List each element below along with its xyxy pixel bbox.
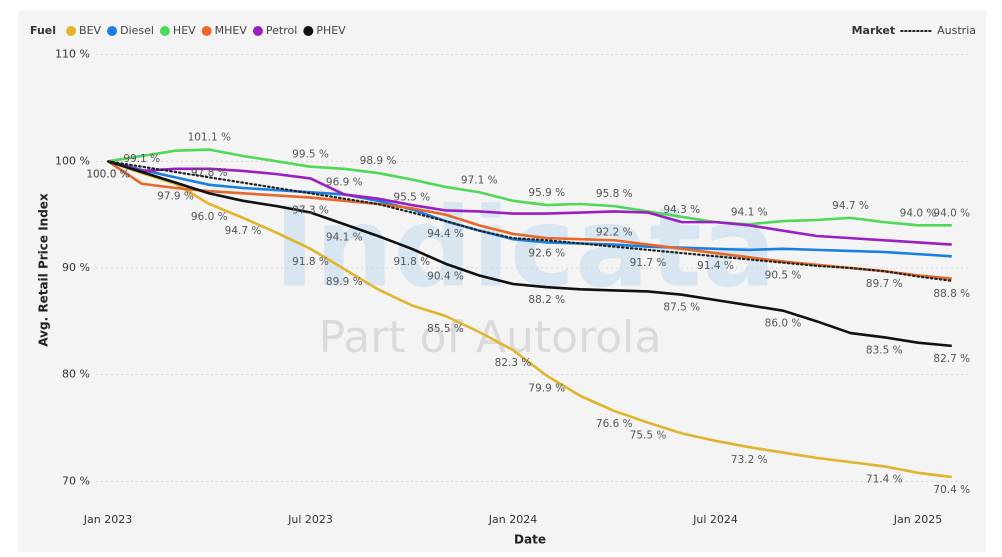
series-line <box>107 160 952 258</box>
legend-label: Diesel <box>120 24 154 37</box>
data-label: 100.0 % <box>86 168 129 180</box>
y-tick-label: 100 % <box>55 154 90 167</box>
series-line <box>107 148 952 227</box>
data-label: 91.8 % <box>393 256 430 268</box>
data-label: 94.3 % <box>663 204 700 216</box>
data-label: 94.7 % <box>832 200 869 212</box>
data-label: 90.5 % <box>765 270 802 282</box>
data-label: 94.0 % <box>933 207 970 219</box>
series-line <box>106 160 953 282</box>
data-label: 94.1 % <box>731 206 768 218</box>
data-label: 96.0 % <box>191 211 228 223</box>
data-label: 97.9 % <box>157 191 194 203</box>
legend-label: PHEV <box>316 24 346 37</box>
legend-title: Fuel <box>30 24 56 37</box>
legend-label: Austria <box>937 24 976 37</box>
x-tick-label: Jul 2024 <box>692 513 738 526</box>
x-tick-label: Jan 2024 <box>488 513 537 526</box>
series-line <box>107 160 952 479</box>
data-label: 97.3 % <box>292 205 329 217</box>
data-label: 71.4 % <box>866 473 903 485</box>
data-label: 95.9 % <box>528 187 565 199</box>
data-label: 83.5 % <box>866 344 903 356</box>
data-label: 99.5 % <box>292 149 329 161</box>
data-label: 100.0 % <box>86 168 129 180</box>
y-tick-label: 110 % <box>55 48 90 61</box>
x-tick-label: Jan 2023 <box>83 513 132 526</box>
data-label: 88.8 % <box>933 288 970 300</box>
y-tick-label: 90 % <box>62 261 90 274</box>
legend-label: Petrol <box>266 24 297 37</box>
data-label: 91.8 % <box>292 256 329 268</box>
legend-swatch <box>66 26 77 36</box>
data-label: 86.0 % <box>765 318 802 330</box>
legend-swatch <box>303 26 314 36</box>
market-title: Market <box>852 24 896 37</box>
data-label: 79.9 % <box>528 383 565 395</box>
series-line <box>107 160 952 348</box>
data-label: 94.4 % <box>427 228 464 240</box>
data-label: 90.4 % <box>427 271 464 283</box>
data-label: 75.5 % <box>630 430 667 442</box>
data-label: 96.9 % <box>326 176 363 188</box>
legend-label: BEV <box>79 24 101 37</box>
legend-swatch <box>159 26 170 36</box>
data-label: 94.7 % <box>225 225 262 237</box>
data-label: 98.9 % <box>360 155 397 167</box>
data-label: 73.2 % <box>731 454 768 466</box>
data-label: 95.5 % <box>393 191 430 203</box>
data-label: 99.1 % <box>123 153 160 165</box>
data-label: 87.5 % <box>663 302 700 314</box>
legend-swatch <box>201 26 212 36</box>
data-label: 82.3 % <box>495 357 532 369</box>
series-line <box>107 160 952 246</box>
legend-swatch <box>252 26 263 36</box>
data-label: 85.5 % <box>427 323 464 335</box>
legend-label: MHEV <box>215 24 248 37</box>
data-label: 70.4 % <box>933 484 970 496</box>
x-tick-label: Jan 2025 <box>893 513 942 526</box>
legend-label: HEV <box>173 24 196 37</box>
data-label: 94.0 % <box>900 207 937 219</box>
data-label: 91.7 % <box>630 257 667 269</box>
y-tick-label: 80 % <box>62 368 90 381</box>
y-tick-label: 70 % <box>62 474 90 487</box>
data-label: 92.6 % <box>528 247 565 259</box>
data-label: 88.2 % <box>528 294 565 306</box>
data-label: 76.6 % <box>596 418 633 430</box>
data-label: 97.1 % <box>461 174 498 186</box>
data-label: 95.8 % <box>596 188 633 200</box>
y-axis-title: Avg. Retail Price Index <box>37 193 51 347</box>
legend-swatch <box>107 26 118 36</box>
data-label: 89.9 % <box>326 276 363 288</box>
data-label: 97.8 % <box>191 167 228 179</box>
data-label: 89.7 % <box>866 278 903 290</box>
data-label: 94.1 % <box>326 231 363 243</box>
data-label: 101.1 % <box>188 132 231 144</box>
data-label: 82.7 % <box>933 353 970 365</box>
x-tick-label: Jul 2023 <box>287 513 333 526</box>
x-axis-title: Date <box>514 533 546 547</box>
data-label: 91.4 % <box>697 260 734 272</box>
data-label: 92.2 % <box>596 227 633 239</box>
